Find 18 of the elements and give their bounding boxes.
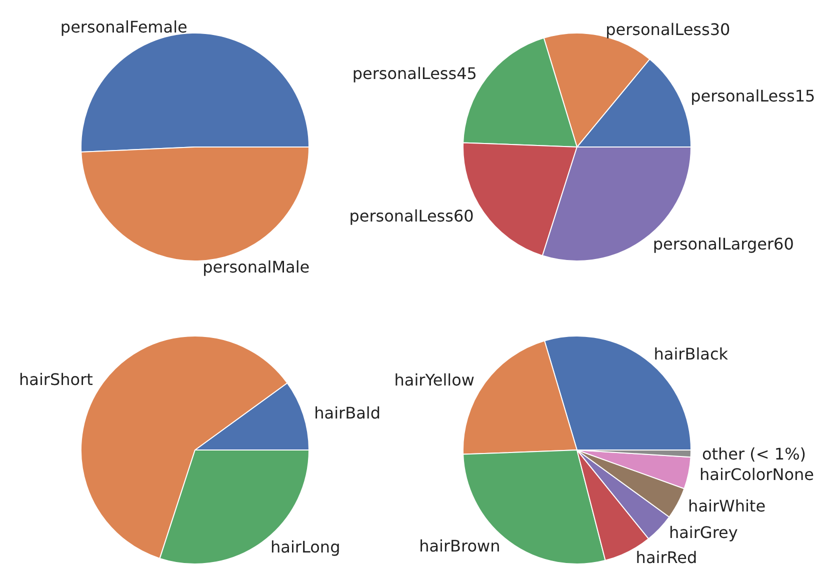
- slice-label: personalLess30: [606, 20, 730, 39]
- slice-label: hairShort: [19, 370, 93, 389]
- slice-label: hairBlack: [654, 344, 729, 364]
- slice-label: personalLess60: [349, 206, 474, 226]
- slice-label: hairRed: [636, 548, 698, 567]
- slice-label: hairWhite: [688, 496, 766, 516]
- slice-label: personalLess45: [352, 64, 477, 84]
- slice-label: personalLarger60: [652, 234, 794, 254]
- slice-label: other (< 1%): [702, 444, 806, 464]
- slice-label: hairGrey: [668, 523, 738, 542]
- slice-label: personalLess15: [690, 86, 816, 106]
- slice-label: hairBrown: [419, 536, 500, 556]
- slice-label: personalFemale: [60, 18, 188, 37]
- slice-label: hairColorNone: [700, 464, 814, 484]
- slice-label: personalMale: [202, 257, 310, 276]
- slice-label: hairYellow: [394, 370, 474, 390]
- slice-label: hairLong: [270, 538, 340, 557]
- slice-label: hairBald: [314, 403, 380, 422]
